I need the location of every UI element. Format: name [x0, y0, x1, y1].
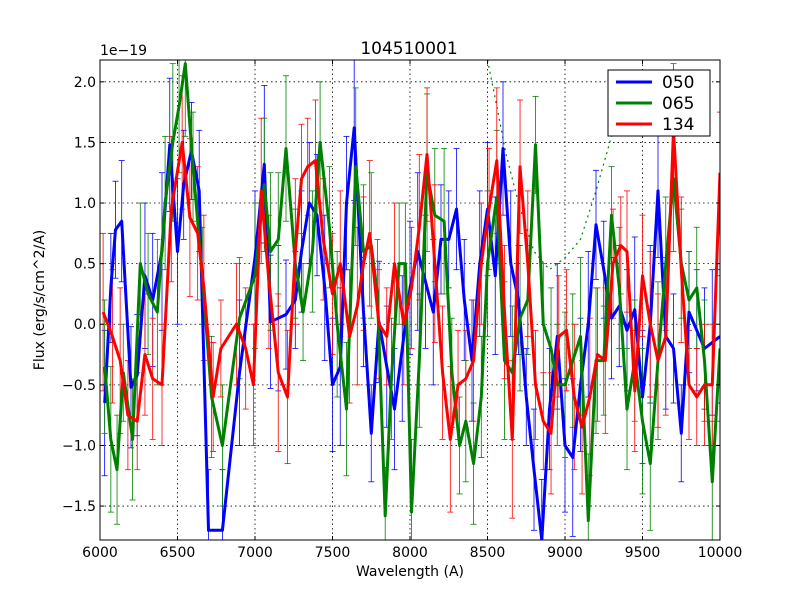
y-tick-label: −0.5 — [62, 378, 96, 394]
ticks: 6000 6500 7000 7500 8000 8500 9000 9500 10000 −1.… — [62, 60, 742, 561]
plot-area: 6000 6500 7000 7500 8000 8500 9000 9500 10000 −1.… — [62, 59, 742, 561]
y-tick-label: 0.0 — [74, 317, 96, 333]
y-tick-label: 1.5 — [74, 135, 96, 151]
data-layer — [100, 60, 720, 540]
y-tick-label: 0.5 — [74, 257, 96, 273]
x-tick-label: 6500 — [160, 545, 196, 561]
legend-label-134: 134 — [662, 115, 694, 135]
y-tick-label: 1.0 — [74, 196, 96, 212]
y-tick-label: −1.5 — [62, 499, 96, 515]
x-tick-label: 7000 — [237, 545, 273, 561]
y-tick-label: 2.0 — [74, 75, 96, 91]
legend: 050 065 134 — [607, 69, 711, 137]
legend-label-065: 065 — [662, 94, 694, 114]
x-tick-label: 8000 — [392, 545, 428, 561]
y-axis-offset-text: 1e−19 — [100, 43, 147, 59]
x-tick-label: 6000 — [82, 545, 118, 561]
y-tick-label: −1.0 — [62, 438, 96, 454]
chart-title: 104510001 — [360, 39, 457, 59]
series-line-134 — [101, 128, 720, 441]
x-tick-label: 9500 — [625, 545, 661, 561]
x-tick-label: 10000 — [698, 545, 743, 561]
x-tick-label: 8500 — [470, 545, 506, 561]
legend-label-050: 050 — [662, 73, 694, 93]
y-axis-label: Flux (erg/s/cm^2/A) — [32, 230, 48, 370]
x-axis-label: Wavelength (A) — [356, 564, 464, 580]
x-tick-label: 9000 — [547, 545, 583, 561]
x-tick-label: 7500 — [315, 545, 351, 561]
